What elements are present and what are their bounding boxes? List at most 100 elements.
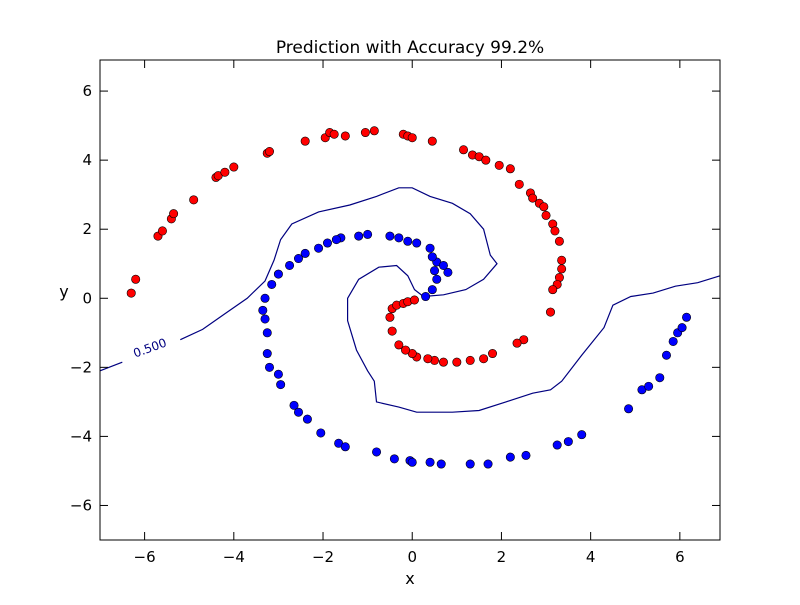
data-point-red [505,164,515,174]
data-point-blue [427,285,437,295]
data-point-blue [385,231,395,241]
data-point-blue [289,400,299,410]
data-point-red [360,128,370,138]
data-point-red [554,236,564,246]
contour-level-label: 0.500 [131,336,168,361]
data-point-red [401,345,411,355]
plot-frame [99,59,721,541]
data-point-red [548,285,558,295]
data-point-blue [438,260,448,270]
data-point-red [369,126,379,136]
data-point-blue [276,380,286,390]
data-point-blue [260,293,270,303]
data-point-blue [577,430,587,440]
data-point-blue [436,459,446,469]
data-point-blue [465,459,475,469]
data-point-blue [389,454,399,464]
data-point-blue [372,447,382,457]
data-point-red [557,255,567,265]
data-point-red [423,354,433,364]
data-point-red [126,288,136,298]
data-point-blue [302,414,312,424]
data-point-blue [677,323,687,333]
data-point-red [189,195,199,205]
data-point-blue [407,457,417,467]
data-point-blue [624,404,634,414]
data-point-blue [644,381,654,391]
data-point-blue [285,260,295,270]
data-point-blue [421,292,431,302]
x-tick-label: −6 [134,548,156,566]
data-point-red [229,162,239,172]
data-point-red [131,274,141,284]
data-point-blue [316,428,326,438]
chart-title: Prediction with Accuracy 99.2% [276,38,544,58]
x-tick-label: 0 [407,548,417,566]
data-point-blue [264,362,274,372]
data-point-red [557,264,567,274]
data-point-red [409,295,419,305]
data-point-red [494,160,504,170]
data-point-blue [262,328,272,338]
data-point-blue [293,407,303,417]
data-point-blue [331,235,341,245]
data-point-blue [340,442,350,452]
data-point-blue [668,336,678,346]
data-point-blue [427,252,437,262]
data-point-blue [521,450,531,460]
data-point-red [479,354,489,364]
x-tick-label: −4 [223,548,245,566]
y-axis-label: y [59,282,68,301]
data-point-blue [354,231,364,241]
data-point-red [220,167,230,177]
data-point-blue [273,269,283,279]
data-point-blue [432,274,442,284]
data-point-blue [661,350,671,360]
contour-line [99,361,123,372]
data-point-blue [403,236,413,246]
data-point-red [465,355,475,365]
data-point-red [300,136,310,146]
data-point-red [394,340,404,350]
data-point-blue [655,373,665,383]
data-point-red [329,129,339,139]
data-point-red [157,226,167,236]
data-point-blue [314,243,324,253]
data-point-red [528,193,538,203]
data-points [126,126,692,469]
data-point-red [385,312,395,322]
data-point-blue [425,457,435,467]
data-point-blue [363,229,373,239]
data-point-red [169,209,179,219]
data-point-blue [293,254,303,264]
data-point-blue [412,238,422,248]
data-point-red [438,357,448,367]
data-point-blue [394,233,404,243]
data-point-blue [260,314,270,324]
data-point-red [512,338,522,348]
data-point-blue [430,266,440,276]
data-point-red [407,133,417,143]
data-point-blue [258,305,268,315]
data-point-blue [682,312,692,322]
data-point-blue [322,238,332,248]
data-point-blue [300,248,310,258]
data-point-red [459,145,469,155]
data-point-red [481,155,491,165]
data-point-blue [505,452,515,462]
data-point-red [488,349,498,359]
contour-line [180,187,721,413]
data-point-red [387,326,397,336]
y-tick-label: 6 [82,82,92,100]
data-point-red [541,210,551,220]
y-tick-label: 2 [82,220,92,238]
data-point-blue [273,369,283,379]
x-tick-label: 6 [675,548,685,566]
y-tick-label: −4 [70,427,92,445]
y-tick-label: 4 [82,151,92,169]
data-point-blue [552,440,562,450]
data-point-red [427,136,437,146]
data-point-red [340,131,350,141]
